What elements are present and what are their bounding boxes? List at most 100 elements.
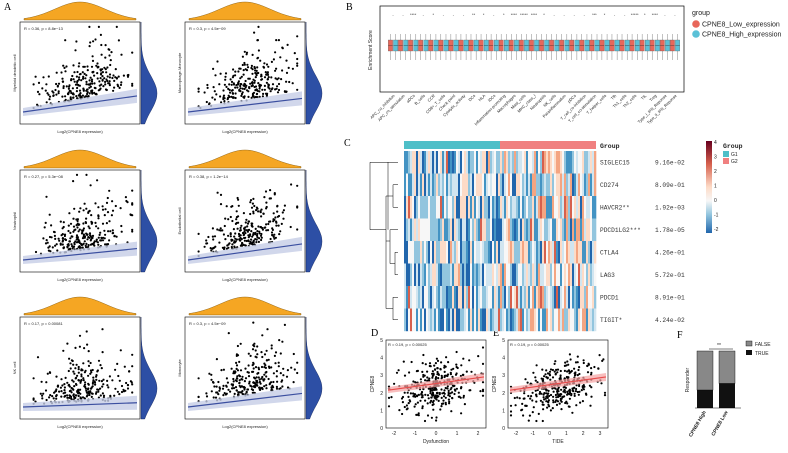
scatter-point — [231, 383, 235, 386]
heatmap-cell — [428, 218, 431, 242]
heatmap-cell — [550, 218, 553, 242]
scatter-point — [101, 351, 104, 354]
heatmap-cell — [454, 308, 457, 332]
x-tick: 2 — [582, 431, 585, 437]
scatter-point — [265, 73, 268, 76]
scatter-point — [203, 245, 206, 248]
scatter-point — [251, 241, 255, 244]
heatmap-cell — [410, 218, 413, 242]
scatter-point — [247, 364, 250, 367]
heatmap-cell — [556, 286, 559, 309]
heatmap-cell — [546, 263, 549, 287]
scatter-point — [240, 75, 243, 78]
scatter-point — [119, 207, 122, 210]
scatter-point — [260, 208, 263, 211]
scatter-point — [438, 391, 441, 395]
scatter-point — [481, 346, 485, 349]
scatter-point — [443, 370, 446, 373]
scatter-point — [272, 380, 275, 384]
scatter-point — [252, 367, 255, 370]
scatter-point — [101, 205, 104, 208]
scatter-point — [244, 86, 247, 89]
heatmap-cell — [536, 263, 539, 287]
scatter-point — [101, 392, 104, 395]
scatter-point — [212, 238, 215, 241]
scatter-point — [252, 210, 255, 213]
scatter-point — [224, 217, 227, 220]
heatmap-cell — [592, 263, 595, 287]
scatter-point — [260, 232, 263, 236]
scatter-point — [571, 411, 574, 414]
scatter-point — [251, 72, 254, 75]
scatter-point — [90, 395, 93, 398]
scatter-point — [107, 48, 110, 51]
scatter-point — [131, 189, 134, 192]
scatter-point — [419, 378, 422, 381]
scatter-point — [451, 397, 454, 400]
scatter-point — [287, 66, 290, 69]
scatter-point — [256, 66, 259, 69]
heatmap-cell — [548, 218, 551, 242]
scatter-point — [248, 380, 251, 383]
heatmap-cell — [480, 218, 483, 242]
scatter-point — [573, 392, 576, 395]
density-right — [305, 317, 323, 420]
scatter-point — [110, 214, 113, 217]
scatter-points — [197, 25, 299, 110]
heatmap-cell — [450, 286, 453, 309]
heatmap-cell — [466, 241, 469, 264]
heatmap-cell — [502, 173, 505, 197]
scatter-point — [538, 390, 542, 394]
scatter-point — [269, 90, 272, 93]
scatter-point — [53, 234, 57, 237]
scatter-point — [542, 396, 545, 399]
scatter-point — [251, 82, 254, 85]
heatmap-cell — [544, 173, 547, 197]
heatmap-cell — [578, 173, 581, 197]
heatmap-cell — [546, 286, 549, 309]
scatter-point — [212, 86, 215, 89]
heatmap-cell — [512, 308, 515, 332]
scatter-point — [277, 365, 280, 368]
scatter-point — [236, 196, 239, 200]
heatmap-cell — [528, 308, 531, 332]
scatter-point — [98, 80, 101, 83]
scatter-point — [216, 60, 219, 63]
scatter-point — [213, 98, 216, 101]
heatmap-cell — [534, 218, 537, 242]
scatter-point — [51, 395, 54, 398]
scatter-point — [283, 323, 286, 326]
heatmap-cell — [506, 308, 509, 332]
scatter-point — [249, 82, 252, 85]
scatter-point — [250, 222, 253, 225]
scatter-point — [104, 233, 107, 236]
scatter-point — [101, 385, 104, 388]
heatmap-cell — [426, 286, 429, 309]
heatmap-cell — [558, 263, 561, 287]
scatter-point — [82, 222, 85, 225]
heatmap-cell — [578, 308, 581, 332]
scatter-point — [259, 59, 262, 62]
scatter-point — [587, 363, 591, 366]
gene-pvalue: 5.72e-01 — [655, 272, 685, 279]
scatter-point — [220, 101, 223, 104]
heatmap-cell — [564, 173, 567, 197]
scatter-point — [205, 395, 209, 398]
heatmap-cell — [512, 151, 515, 174]
scatter-point — [111, 200, 114, 203]
heatmap-cell — [580, 241, 583, 264]
scatter-point — [435, 388, 438, 391]
scatter-point — [436, 367, 439, 370]
heatmap-cell — [584, 241, 587, 264]
heatmap-cell — [452, 173, 455, 197]
heatmap-cell — [520, 218, 523, 242]
heatmap-cell — [470, 151, 473, 174]
scatter-point — [222, 94, 226, 97]
heatmap-cell — [470, 308, 473, 332]
heatmap-cell — [426, 196, 429, 219]
heatmap-cell — [520, 241, 523, 264]
scatter-point — [534, 379, 537, 382]
regression-ci — [23, 241, 137, 264]
heatmap-cell — [486, 263, 489, 287]
scatter-point — [248, 228, 251, 231]
